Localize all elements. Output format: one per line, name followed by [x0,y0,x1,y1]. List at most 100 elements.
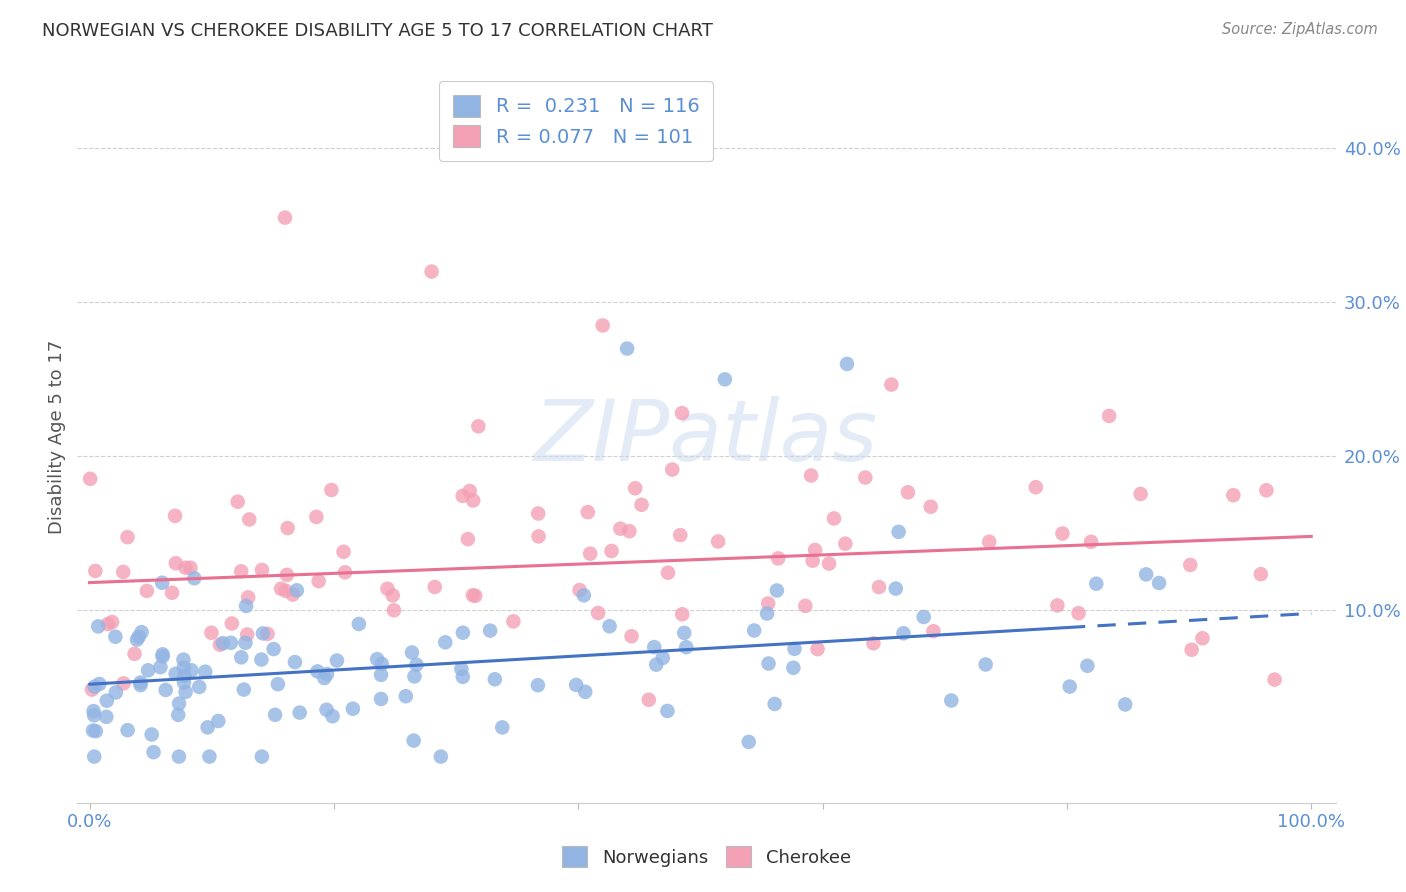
Point [420,264,443,278]
Point [1080,534,1102,549]
Point [326,654,349,668]
Point [370,657,392,671]
Point [112,565,135,579]
Point [165,556,187,570]
Point [527,507,550,521]
Point [183,571,205,585]
Point [321,483,343,497]
Point [853,470,876,484]
Point [174,560,197,574]
Point [1191,632,1213,646]
Point [1250,567,1272,582]
Point [377,582,399,596]
Point [463,493,485,508]
Point [979,534,1001,549]
Text: ZIPatlas: ZIPatlas [534,395,879,479]
Point [467,419,489,434]
Point [136,663,159,677]
Point [96,694,118,708]
Point [1181,642,1204,657]
Text: Source: ZipAtlas.com: Source: ZipAtlas.com [1222,22,1378,37]
Point [232,682,254,697]
Point [401,646,423,660]
Point [458,483,481,498]
Point [149,660,172,674]
Point [167,707,190,722]
Point [572,588,595,602]
Point [142,745,165,759]
Point [165,666,187,681]
Point [250,652,273,666]
Point [128,630,150,644]
Point [188,680,211,694]
Point [235,636,257,650]
Point [173,669,195,683]
Point [152,648,174,662]
Point [212,636,235,650]
Point [160,585,183,599]
Point [238,512,260,526]
Point [381,588,404,602]
Point [1256,483,1278,498]
Point [79,472,101,486]
Point [756,607,779,621]
Point [315,703,337,717]
Point [823,511,845,525]
Point [1147,576,1170,591]
Point [1046,599,1069,613]
Point [252,626,274,640]
Point [912,610,935,624]
Point [135,583,157,598]
Point [1059,680,1081,694]
Point [250,749,273,764]
Point [101,615,124,629]
Point [179,560,201,574]
Point [592,318,614,333]
Point [84,564,107,578]
Point [920,500,942,514]
Point [180,663,202,677]
Point [619,524,641,539]
Point [231,565,253,579]
Point [568,583,591,598]
Point [305,510,328,524]
Point [1067,606,1090,620]
Point [277,521,299,535]
Point [527,678,550,692]
Point [835,357,858,371]
Point [129,678,152,692]
Point [502,615,524,629]
Point [766,551,789,566]
Point [893,626,915,640]
Point [124,647,146,661]
Point [197,720,219,734]
Point [207,714,229,728]
Point [173,675,195,690]
Point [104,685,127,699]
Point [479,624,502,638]
Point [125,632,148,647]
Point [657,566,679,580]
Point [1114,698,1136,712]
Point [1085,576,1108,591]
Point [1098,409,1121,423]
Point [112,676,135,690]
Point [308,574,330,589]
Point [150,575,173,590]
Point [129,675,152,690]
Point [818,557,841,571]
Point [1135,567,1157,582]
Point [782,661,804,675]
Point [405,657,427,672]
Point [97,617,120,632]
Point [366,652,388,666]
Point [395,690,418,704]
Point [274,211,297,225]
Point [464,589,486,603]
Point [576,505,599,519]
Point [263,642,285,657]
Point [221,616,243,631]
Point [491,720,513,734]
Point [117,723,139,738]
Point [457,532,479,546]
